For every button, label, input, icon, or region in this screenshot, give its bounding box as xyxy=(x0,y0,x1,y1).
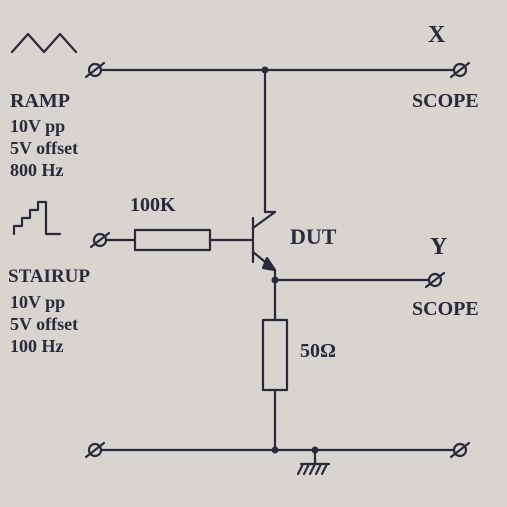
scope-y-sub: SCOPE xyxy=(412,298,479,321)
stair-line-1: 5V offset xyxy=(10,314,78,335)
ramp-line-1: 5V offset xyxy=(10,138,78,159)
ramp-title: RAMP xyxy=(10,90,70,113)
ramp-line-2: 800 Hz xyxy=(10,160,64,181)
scope-x-sub: SCOPE xyxy=(412,90,479,113)
stair-line-2: 100 Hz xyxy=(10,336,64,357)
dut-label: DUT xyxy=(290,224,336,249)
scope-x-label: X xyxy=(428,22,445,50)
emitter-resistor-value: 50Ω xyxy=(300,340,336,363)
base-resistor-value: 100K xyxy=(130,194,176,217)
stair-title: STAIRUP xyxy=(8,266,90,288)
ramp-line-0: 10V pp xyxy=(10,116,65,137)
scope-y-label: Y xyxy=(430,234,447,262)
stair-line-0: 10V pp xyxy=(10,292,65,313)
